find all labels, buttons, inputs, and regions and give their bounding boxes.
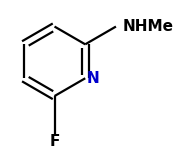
Text: NHMe: NHMe	[122, 19, 173, 34]
Text: F: F	[49, 134, 60, 149]
Text: N: N	[86, 71, 99, 86]
